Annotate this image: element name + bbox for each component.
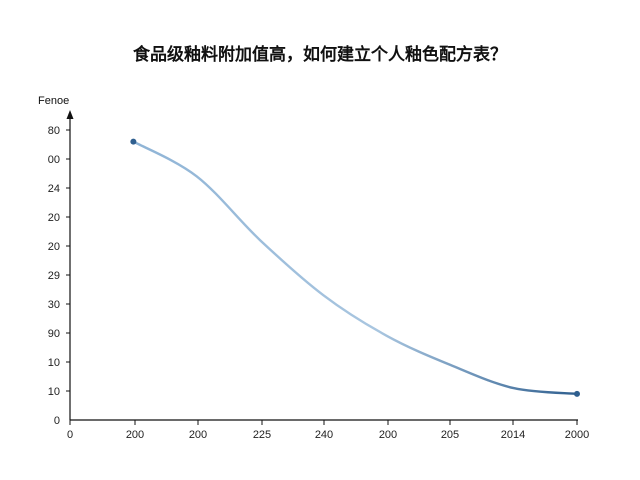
y-tick-label: 10 (48, 386, 60, 398)
x-tick-label: 205 (441, 429, 459, 441)
x-tick-label: 225 (253, 429, 271, 441)
x-tick-label: 2000 (565, 429, 589, 441)
chart-title: 食品级釉料附加值高，如何建立个人釉色配方表？ (133, 45, 507, 65)
x-tick-label: 200 (126, 429, 144, 441)
y-tick-label: 24 (48, 183, 60, 195)
y-tick-label: 29 (48, 270, 60, 282)
y-tick-label: 10 (48, 357, 60, 369)
y-tick-label: 0 (54, 415, 60, 427)
x-tick-label: 200 (379, 429, 397, 441)
y-tick-label: 20 (48, 241, 60, 253)
data-point-marker (130, 138, 137, 145)
y-tick-label: 20 (48, 212, 60, 224)
data-point-marker (574, 390, 580, 397)
x-tick-label: 200 (189, 429, 207, 441)
y-tick-label: 90 (48, 328, 60, 340)
series-line (132, 140, 579, 396)
y-tick-label: 30 (48, 299, 60, 311)
y-tick-label: 00 (48, 154, 60, 166)
x-tick-label: 2014 (501, 429, 525, 441)
y-axis-arrow (66, 110, 74, 119)
y-axis-label: Fenoe (38, 95, 70, 107)
x-tick-label: 240 (315, 429, 333, 441)
y-tick-label: 80 (48, 125, 60, 137)
x-tick-label: 0 (67, 429, 73, 441)
